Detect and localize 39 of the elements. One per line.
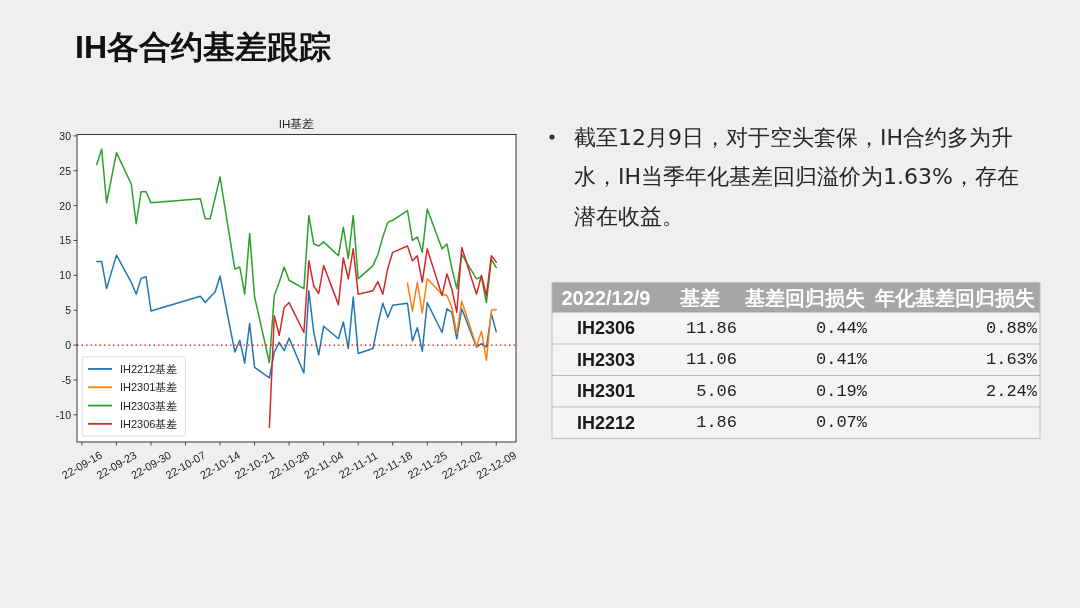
y-tick-label: 20 — [59, 199, 72, 212]
y-tick-label: 0 — [65, 339, 72, 352]
text: IH各合约基差跟踪 — [75, 29, 331, 65]
legend-label: IH2212基差 — [120, 362, 178, 375]
y-tick-label: 5 — [65, 304, 72, 317]
y-tick-label: -5 — [61, 373, 72, 386]
line-series — [406, 278, 498, 362]
legend-label: IH2306基差 — [120, 417, 178, 430]
text: 2022/12/9 — [561, 286, 651, 309]
chart-title: IH基差 — [278, 117, 315, 130]
category-label: IH2301 — [576, 381, 636, 402]
data-label: 0.07% — [815, 413, 868, 433]
category-label: IH2306 — [576, 318, 636, 339]
data-label: 5.06 — [696, 381, 737, 401]
text: 截至12月9日，对于空头套保，IH合约多为升水，IH当季年化基差回归溢价为1.63%，存在潜在收益。 — [574, 124, 1019, 229]
legend-label: IH2301基差 — [120, 381, 178, 394]
text: 基差 — [679, 286, 720, 309]
data-label: 11.06 — [685, 350, 737, 370]
data-label: 1.86 — [696, 413, 737, 433]
y-tick-label: 10 — [59, 269, 72, 282]
legend-label: IH2303基差 — [120, 399, 178, 412]
y-tick-label: -10 — [55, 408, 72, 421]
y-tick-label: 25 — [59, 164, 72, 177]
line-series — [268, 245, 498, 429]
line-series — [95, 148, 498, 364]
line-series — [95, 254, 498, 379]
data-label: 0.88% — [985, 318, 1038, 338]
data-label: 0.41% — [815, 350, 868, 370]
data-label: 0.44% — [815, 318, 868, 338]
category-label: IH2303 — [576, 349, 636, 370]
data-label: 0.19% — [815, 381, 868, 401]
text: 年化基差回归损失 — [874, 286, 1035, 309]
y-tick-label: 15 — [59, 234, 72, 247]
data-label: 11.86 — [685, 318, 737, 338]
text: 基差回归损失 — [744, 286, 865, 309]
data-label: 1.63% — [985, 350, 1038, 370]
data-label: 2.24% — [985, 381, 1038, 401]
y-tick-label: 30 — [59, 129, 72, 142]
category-label: IH2212 — [576, 412, 636, 433]
